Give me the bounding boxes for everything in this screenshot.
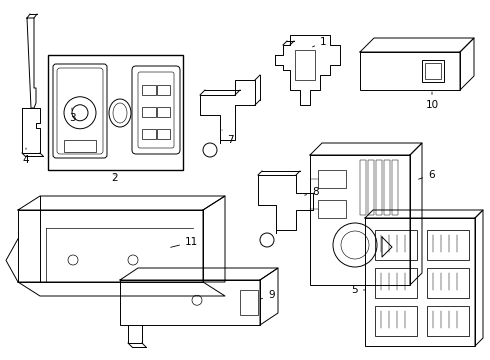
Text: 10: 10 [425,92,439,110]
Bar [427,268,469,298]
Text: 4: 4 [23,148,29,165]
Text: 5: 5 [351,285,365,295]
Bar [365,218,475,346]
Bar [360,52,460,90]
Bar [295,50,315,80]
Bar [120,280,260,325]
Bar [18,210,203,282]
Text: 6: 6 [418,170,435,180]
Bar [142,107,156,117]
Bar [310,155,410,285]
Bar [376,160,382,215]
Bar [422,60,444,82]
Bar [368,160,374,215]
Bar [318,200,346,218]
Bar [360,160,366,215]
Text: 9: 9 [261,290,274,300]
Bar [427,306,469,336]
Bar [318,170,346,188]
Text: 2: 2 [112,173,118,183]
Bar [384,160,390,215]
Bar [375,230,417,260]
Bar [425,63,441,79]
Text: 7: 7 [222,130,233,145]
Bar [240,290,258,315]
Bar [157,107,170,117]
Bar [142,85,156,95]
Bar [157,85,170,95]
Text: 11: 11 [171,237,198,247]
Bar [157,129,170,139]
Bar [375,306,417,336]
Text: 8: 8 [305,187,318,197]
Bar [427,230,469,260]
Bar [64,140,96,152]
Bar [142,129,156,139]
Bar [392,160,398,215]
Text: 3: 3 [69,108,75,123]
Bar [375,268,417,298]
Bar [48,55,183,170]
Text: 1: 1 [313,37,327,47]
